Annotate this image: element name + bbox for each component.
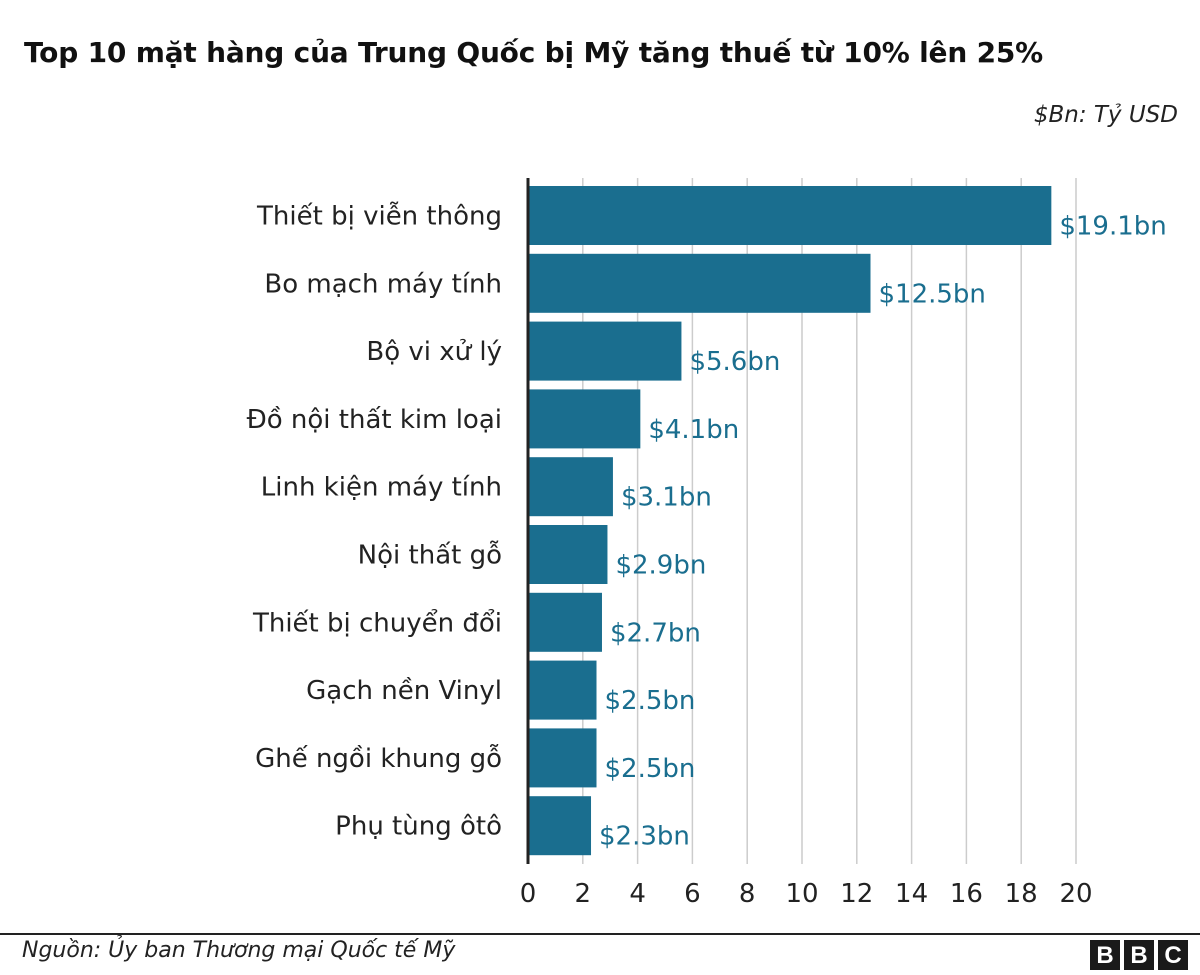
bbc-logo-letter-3: C <box>1158 940 1188 970</box>
value-label: $2.9bn <box>615 551 706 581</box>
x-tick-label: 0 <box>520 879 537 909</box>
value-label: $19.1bn <box>1059 212 1166 242</box>
bbc-logo: B B C <box>1090 940 1188 970</box>
value-label: $2.3bn <box>599 822 690 852</box>
category-label: Bo mạch máy tính <box>264 269 502 299</box>
x-tick-label: 2 <box>575 879 592 909</box>
bar <box>528 592 602 652</box>
bar <box>528 796 592 856</box>
value-label: $3.1bn <box>621 483 712 513</box>
value-label: $5.6bn <box>689 347 780 377</box>
x-tick-label: 20 <box>1059 879 1092 909</box>
bar <box>528 321 682 381</box>
bbc-logo-letter-2: B <box>1124 940 1154 970</box>
bar <box>528 525 608 584</box>
x-tick-label: 14 <box>895 879 928 909</box>
value-label: $2.7bn <box>610 618 701 648</box>
footer-divider <box>0 933 1200 935</box>
chart-title: Top 10 mặt hàng của Trung Quốc bị Mỹ tăn… <box>24 36 1044 69</box>
unit-note: $Bn: Tỷ USD <box>1033 102 1178 128</box>
bar-chart: Thiết bị viễn thông $19.1bn Bo mạch máy tí… <box>247 178 1167 909</box>
bar <box>528 660 597 720</box>
bar <box>528 457 613 517</box>
category-label: Ghế ngồi khung gỗ <box>255 743 502 774</box>
category-label: Linh kiện máy tính <box>261 473 502 503</box>
source-note: Nguồn: Ủy ban Thương mại Quốc tế Mỹ <box>22 938 456 963</box>
x-tick-label: 18 <box>1005 879 1038 909</box>
value-label: $4.1bn <box>648 415 739 445</box>
x-tick-label: 8 <box>739 879 756 909</box>
value-label: $2.5bn <box>605 686 696 716</box>
value-label: $2.5bn <box>605 754 696 784</box>
category-label: Đồ nội thất kim loại <box>247 405 502 435</box>
category-label: Thiết bị viễn thông <box>256 201 502 232</box>
bar <box>528 389 641 449</box>
x-tick-label: 10 <box>785 879 818 909</box>
category-label: Thiết bị chuyển đổi <box>252 607 502 638</box>
category-label: Gạch nền Vinyl <box>306 676 502 706</box>
value-label: $12.5bn <box>879 279 986 309</box>
bar <box>528 253 871 313</box>
x-tick-label: 12 <box>840 879 873 909</box>
bar <box>528 186 1052 245</box>
x-tick-label: 6 <box>684 879 701 909</box>
category-label: Bộ vi xử lý <box>366 337 502 367</box>
bar <box>528 728 597 788</box>
bbc-logo-letter-1: B <box>1090 940 1120 970</box>
x-tick-label: 4 <box>629 879 646 909</box>
x-tick-label: 16 <box>950 879 983 909</box>
category-label: Nội thất gỗ <box>358 540 502 571</box>
category-label: Phụ tùng ôtô <box>335 812 502 842</box>
